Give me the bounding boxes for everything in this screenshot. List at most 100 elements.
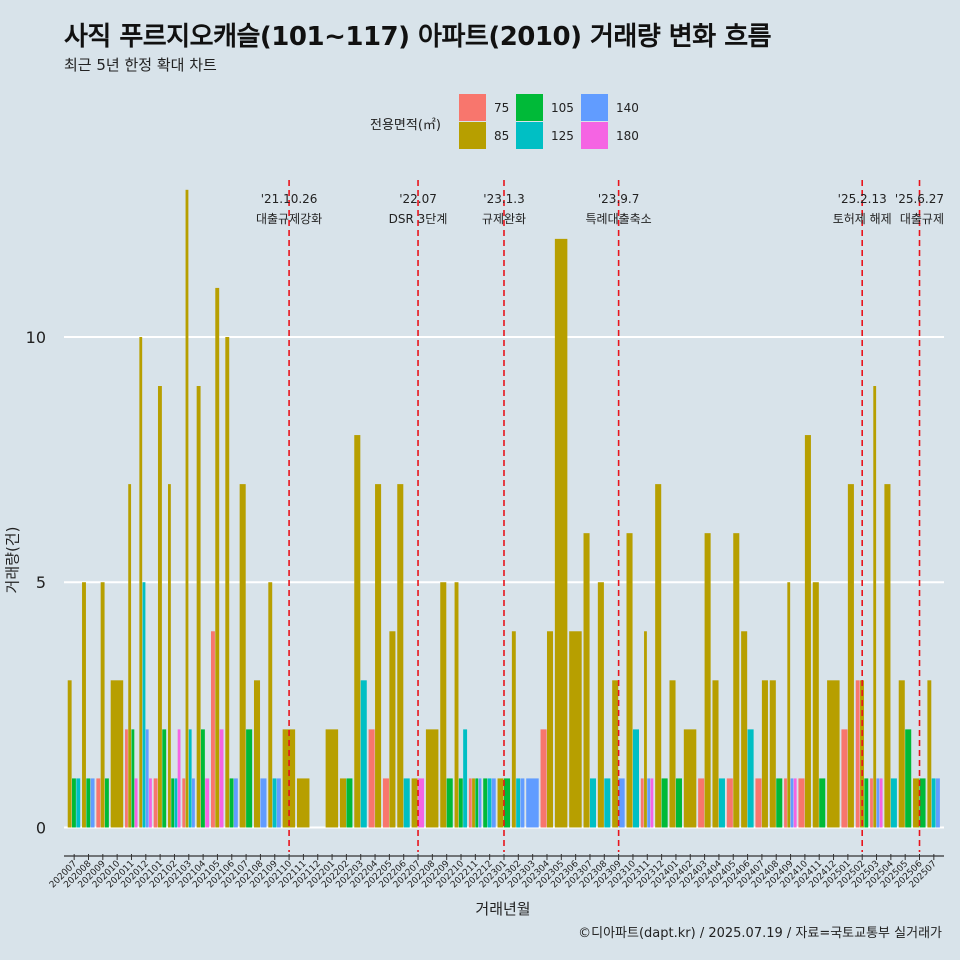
- bar-202211-75: [468, 778, 472, 828]
- bar-202012-85: [139, 336, 143, 828]
- legend-swatch-85: [459, 122, 486, 149]
- chart-subtitle: 최근 5년 한정 확대 차트: [64, 56, 217, 74]
- bar-202211-85: [472, 778, 475, 828]
- bar-202106-105: [229, 778, 234, 828]
- bar-202503-85: [873, 386, 877, 828]
- bar-202108-140: [260, 778, 267, 828]
- bar-202007-125: [76, 778, 81, 828]
- bar-202502-75: [855, 680, 860, 828]
- event-label-202207: DSR 3단계: [389, 212, 448, 226]
- bar-202507-140: [935, 778, 940, 828]
- bar-202207-180: [418, 778, 425, 828]
- bar-202401-105: [675, 778, 682, 828]
- bar-202502-105: [864, 778, 869, 828]
- bar-202008-140: [90, 778, 95, 828]
- bar-202105-75: [211, 631, 215, 828]
- bar-202309-85: [612, 680, 619, 828]
- bar-202505-85: [898, 680, 905, 828]
- bar-202404-85: [712, 680, 719, 828]
- bar-202011-75: [125, 729, 128, 828]
- bar-202008-105: [86, 778, 91, 828]
- bar-202203-85: [354, 435, 361, 828]
- bar-202211-140: [478, 778, 482, 828]
- bar-202011-85: [128, 484, 132, 828]
- bar-202102-105: [171, 778, 175, 828]
- bar-202506-105: [919, 778, 926, 828]
- bar-202304-75: [540, 729, 547, 828]
- bar-202409-140: [790, 778, 794, 828]
- bar-202208-85: [425, 729, 439, 828]
- bar-202409-180: [793, 778, 797, 828]
- legend-title: 전용면적(㎡): [370, 118, 441, 133]
- bar-202211-105: [475, 778, 479, 828]
- bar-202506-85: [913, 778, 920, 828]
- bar-202012-140: [145, 729, 149, 828]
- bar-202307-125: [589, 778, 597, 828]
- bar-202403-75: [698, 778, 705, 828]
- bar-202304-85: [546, 631, 554, 828]
- bar-202206-125: [403, 778, 410, 828]
- bar-202412-85: [827, 680, 840, 828]
- bar-202312-105: [661, 778, 668, 828]
- bar-202407-85: [761, 680, 768, 828]
- bar-202501-85: [847, 484, 854, 828]
- legend-swatch-105: [516, 94, 543, 121]
- bar-202209-85: [440, 582, 447, 828]
- bar-202310-125: [632, 729, 639, 828]
- bar-202104-180: [205, 778, 210, 828]
- bar-202310-85: [626, 533, 633, 828]
- event-date-202110: '21.10.26: [261, 192, 318, 206]
- legend-item-105: 105: [516, 94, 574, 121]
- bar-202101-85: [157, 386, 162, 828]
- bar-202009-105: [104, 778, 109, 828]
- bar-202308-85: [597, 582, 604, 828]
- bar-202212-140: [491, 778, 496, 828]
- bar-202301-105: [504, 778, 511, 828]
- y-tick-label-10: 10: [26, 328, 46, 347]
- bar-202403-85: [704, 533, 711, 828]
- bar-202311-85: [644, 631, 647, 828]
- bar-202110-85: [282, 729, 296, 828]
- bar-202204-75: [368, 729, 375, 828]
- bar-202109-85: [268, 582, 273, 828]
- chart-title: 사직 푸르지오캐슬(101~117) 아파트(2010) 거래량 변화 흐름: [64, 22, 772, 52]
- bar-202504-125: [890, 778, 897, 828]
- bar-202301-85: [497, 778, 504, 828]
- bar-202409-75: [784, 778, 787, 828]
- source-caption: ©디아파트(dapt.kr) / 2025.07.19 / 자료=국토교통부 실…: [578, 926, 942, 941]
- legend-label-140: 140: [616, 100, 639, 115]
- bar-202212-125: [487, 778, 492, 828]
- bar-202410-75: [798, 778, 805, 828]
- bar-202011-105: [131, 729, 135, 828]
- legend-item-180: 180: [581, 122, 639, 149]
- bar-202009-75: [96, 778, 101, 828]
- bar-202501-75: [841, 729, 848, 828]
- bar-202303-140: [526, 778, 539, 828]
- bar-202109-125: [272, 778, 277, 828]
- bar-202210-85: [454, 582, 459, 828]
- bar-202503-180: [879, 778, 883, 828]
- bar-202101-105: [162, 729, 167, 828]
- bar-202105-180: [219, 729, 224, 828]
- event-date-202309: '23.9.7: [598, 192, 639, 206]
- event-date-202207: '22.07: [399, 192, 437, 206]
- bar-202507-85: [927, 680, 932, 828]
- bar-202008-85: [82, 582, 86, 828]
- event-label-202301: 규제완화: [482, 212, 526, 226]
- bar-202205-85: [389, 631, 396, 828]
- bar-202401-85: [669, 680, 676, 828]
- bar-202109-140: [276, 778, 281, 828]
- bar-202202-105: [346, 778, 353, 828]
- bar-202505-105: [905, 729, 912, 828]
- bar-202207-85: [411, 778, 418, 828]
- bar-202302-140: [520, 778, 525, 828]
- bar-202210-105: [458, 778, 463, 828]
- bar-202504-85: [884, 484, 891, 828]
- bar-202204-85: [375, 484, 382, 828]
- legend-item-125: 125: [516, 122, 574, 149]
- legend-item-75: 75: [459, 94, 509, 121]
- bar-202111-85: [296, 778, 310, 828]
- legend-label-125: 125: [551, 128, 574, 143]
- bar-202411-105: [819, 778, 826, 828]
